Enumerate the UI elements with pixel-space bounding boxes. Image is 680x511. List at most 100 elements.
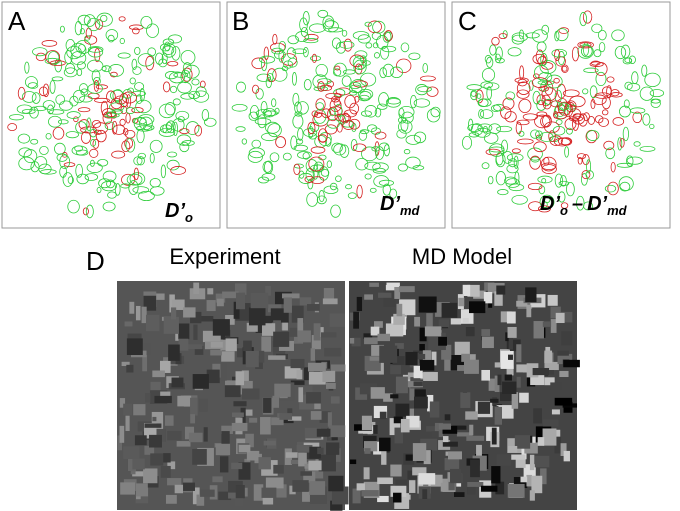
contour: [17, 133, 31, 144]
contour: [179, 128, 190, 135]
contour: [649, 123, 655, 130]
contour: [527, 147, 543, 161]
contour: [536, 41, 547, 53]
contour: [328, 27, 344, 33]
image-tile: [194, 345, 204, 355]
contour: [461, 135, 473, 150]
contour: [287, 57, 298, 68]
image-tile: [361, 490, 379, 497]
image-tile: [364, 294, 374, 300]
contour: [582, 10, 593, 24]
image-tile: [164, 415, 174, 426]
contour: [147, 47, 157, 57]
contour: [121, 91, 137, 104]
contour: [304, 175, 315, 183]
contour: [102, 201, 116, 212]
contour: [408, 52, 421, 60]
contour: [121, 173, 136, 186]
image-tile: [394, 343, 404, 349]
image-tile: [182, 482, 195, 491]
contour: [135, 99, 152, 114]
contour: [271, 98, 277, 108]
contour: [89, 148, 99, 158]
image-tile: [395, 376, 408, 394]
image-tile: [399, 299, 416, 316]
image-tile: [245, 433, 254, 448]
image-tile: [326, 442, 340, 455]
contour: [525, 32, 540, 39]
contour: [95, 129, 107, 143]
contour: [590, 60, 601, 66]
contour: [376, 103, 388, 110]
image-tile: [561, 331, 573, 346]
image-tile: [192, 487, 200, 505]
contour: [25, 76, 38, 89]
image-tile: [206, 369, 220, 384]
image-tile: [420, 438, 438, 451]
contour: [295, 138, 304, 145]
contour: [325, 92, 341, 100]
contour: [334, 65, 341, 71]
image-tile: [283, 297, 292, 313]
contour: [181, 67, 193, 82]
image-tile: [143, 468, 158, 484]
image-tile: [521, 441, 527, 460]
contour: [172, 121, 178, 137]
contour: [535, 130, 543, 139]
image-tile: [178, 338, 189, 351]
image-tile: [199, 398, 208, 412]
contour: [529, 155, 541, 170]
image-tile: [123, 403, 133, 416]
image-tile: [221, 431, 230, 447]
contour: [397, 163, 408, 172]
contour: [508, 158, 518, 168]
caption: Experiment: [169, 244, 280, 269]
contour: [372, 42, 379, 49]
image-tile: [228, 490, 243, 499]
image-tile: [145, 393, 151, 403]
contour: [607, 181, 619, 196]
contour: [534, 114, 551, 129]
image-tile: [370, 326, 380, 336]
image-tile: [442, 425, 458, 434]
image-tile: [135, 305, 141, 321]
panel-label: D’o: [165, 200, 193, 225]
image-tile: [144, 445, 155, 455]
image-tile: [390, 365, 402, 375]
contour: [540, 53, 548, 66]
image-tile: [121, 361, 130, 367]
image-tile: [220, 363, 227, 381]
contour: [312, 112, 329, 127]
contour: [319, 84, 333, 92]
image-tile: [441, 344, 452, 360]
image-tile: [373, 425, 378, 434]
contour: [514, 171, 520, 184]
contour: [35, 52, 47, 62]
contour: [483, 82, 500, 91]
contour: [201, 108, 210, 122]
contour: [317, 81, 325, 92]
contour: [390, 66, 404, 79]
contour: [308, 156, 325, 172]
contour: [291, 72, 297, 86]
image-tile: [379, 345, 398, 363]
image-tile: [174, 484, 184, 494]
contour: [42, 100, 56, 110]
contour: [134, 46, 141, 55]
image-tile: [465, 418, 472, 426]
contour: [516, 81, 531, 95]
contour: [248, 147, 265, 159]
image-tile: [393, 492, 402, 503]
contour: [400, 42, 410, 53]
contour: [125, 137, 136, 153]
contour: [322, 20, 339, 33]
contour: [576, 153, 586, 160]
contour: [361, 110, 372, 117]
image-tile: [394, 427, 404, 444]
image-tile: [431, 351, 437, 366]
image-tile: [438, 336, 448, 346]
image-tile: [188, 432, 203, 443]
contour: [112, 108, 123, 115]
image-tile: [163, 316, 179, 334]
